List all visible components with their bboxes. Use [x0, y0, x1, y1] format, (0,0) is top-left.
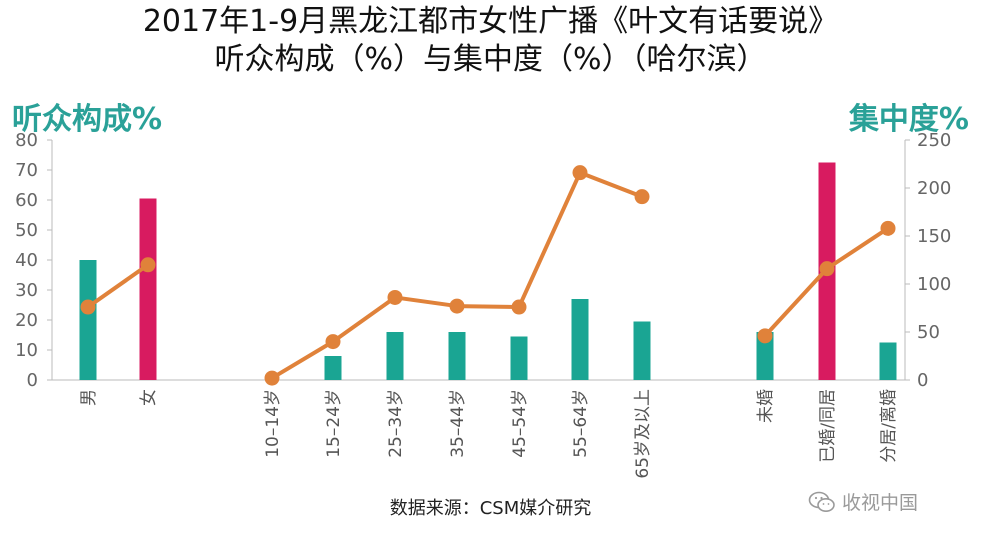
left-tick-label: 80: [15, 130, 38, 151]
left-tick-label: 50: [15, 220, 38, 241]
line-point: [819, 261, 835, 277]
line-point: [264, 370, 280, 386]
category-label: 55–64岁: [571, 389, 591, 458]
left-tick-label: 30: [15, 280, 38, 301]
line-point: [511, 299, 527, 315]
line-point: [880, 220, 896, 236]
category-label: 未婚: [756, 389, 776, 423]
right-tick-label: 150: [917, 226, 951, 247]
line-point: [140, 257, 156, 273]
left-tick-label: 40: [15, 250, 38, 271]
left-tick-label: 0: [27, 370, 38, 391]
line-point: [757, 328, 773, 344]
bar: [510, 336, 528, 380]
category-label: 已婚/同居: [818, 389, 838, 463]
line-point: [387, 289, 403, 305]
category-label: 25–34岁: [386, 389, 406, 458]
watermark-text: 收视中国: [842, 492, 919, 514]
left-tick-label: 20: [15, 310, 38, 331]
category-label: 分居/离婚: [879, 389, 899, 463]
bar: [571, 299, 589, 380]
bar: [879, 342, 897, 380]
category-label: 男: [79, 389, 99, 406]
bar: [79, 260, 97, 380]
left-tick-label: 70: [15, 160, 38, 181]
line-point: [634, 189, 650, 205]
right-tick-label: 250: [917, 130, 951, 151]
line-point: [325, 334, 341, 350]
category-label: 10–14岁: [263, 389, 283, 458]
line-point: [80, 299, 96, 315]
right-tick-label: 100: [917, 274, 951, 295]
bar: [324, 356, 342, 380]
left-tick-label: 60: [15, 190, 38, 211]
category-label: 45–54岁: [510, 389, 530, 458]
right-tick-label: 50: [917, 322, 940, 343]
source-note: 数据来源：CSM媒介研究: [389, 498, 592, 519]
category-label: 15–24岁: [324, 389, 344, 458]
bar: [756, 332, 774, 380]
line-segment: [86, 263, 150, 309]
bar: [633, 321, 651, 380]
right-tick-label: 200: [917, 178, 951, 199]
line-point: [572, 165, 588, 181]
right-axis-label: 集中度%: [848, 102, 969, 137]
wechat-icon: [808, 491, 835, 512]
chart-title-line1: 2017年1-9月黑龙江都市女性广播《叶文有话要说》: [142, 4, 839, 39]
bar: [139, 198, 157, 380]
bar: [448, 332, 466, 380]
category-label: 65岁及以上: [633, 389, 653, 479]
watermark: 收视中国: [808, 488, 918, 515]
bar: [386, 332, 404, 380]
category-label: 35–44岁: [448, 389, 468, 458]
left-tick-label: 10: [15, 340, 38, 361]
left-axis-label: 听众构成%: [12, 102, 163, 137]
category-label: 女: [139, 389, 159, 406]
right-tick-label: 0: [917, 370, 928, 391]
line-point: [449, 298, 465, 314]
chart-title-line2: 听众构成（%）与集中度（%）（哈尔滨）: [214, 42, 767, 77]
